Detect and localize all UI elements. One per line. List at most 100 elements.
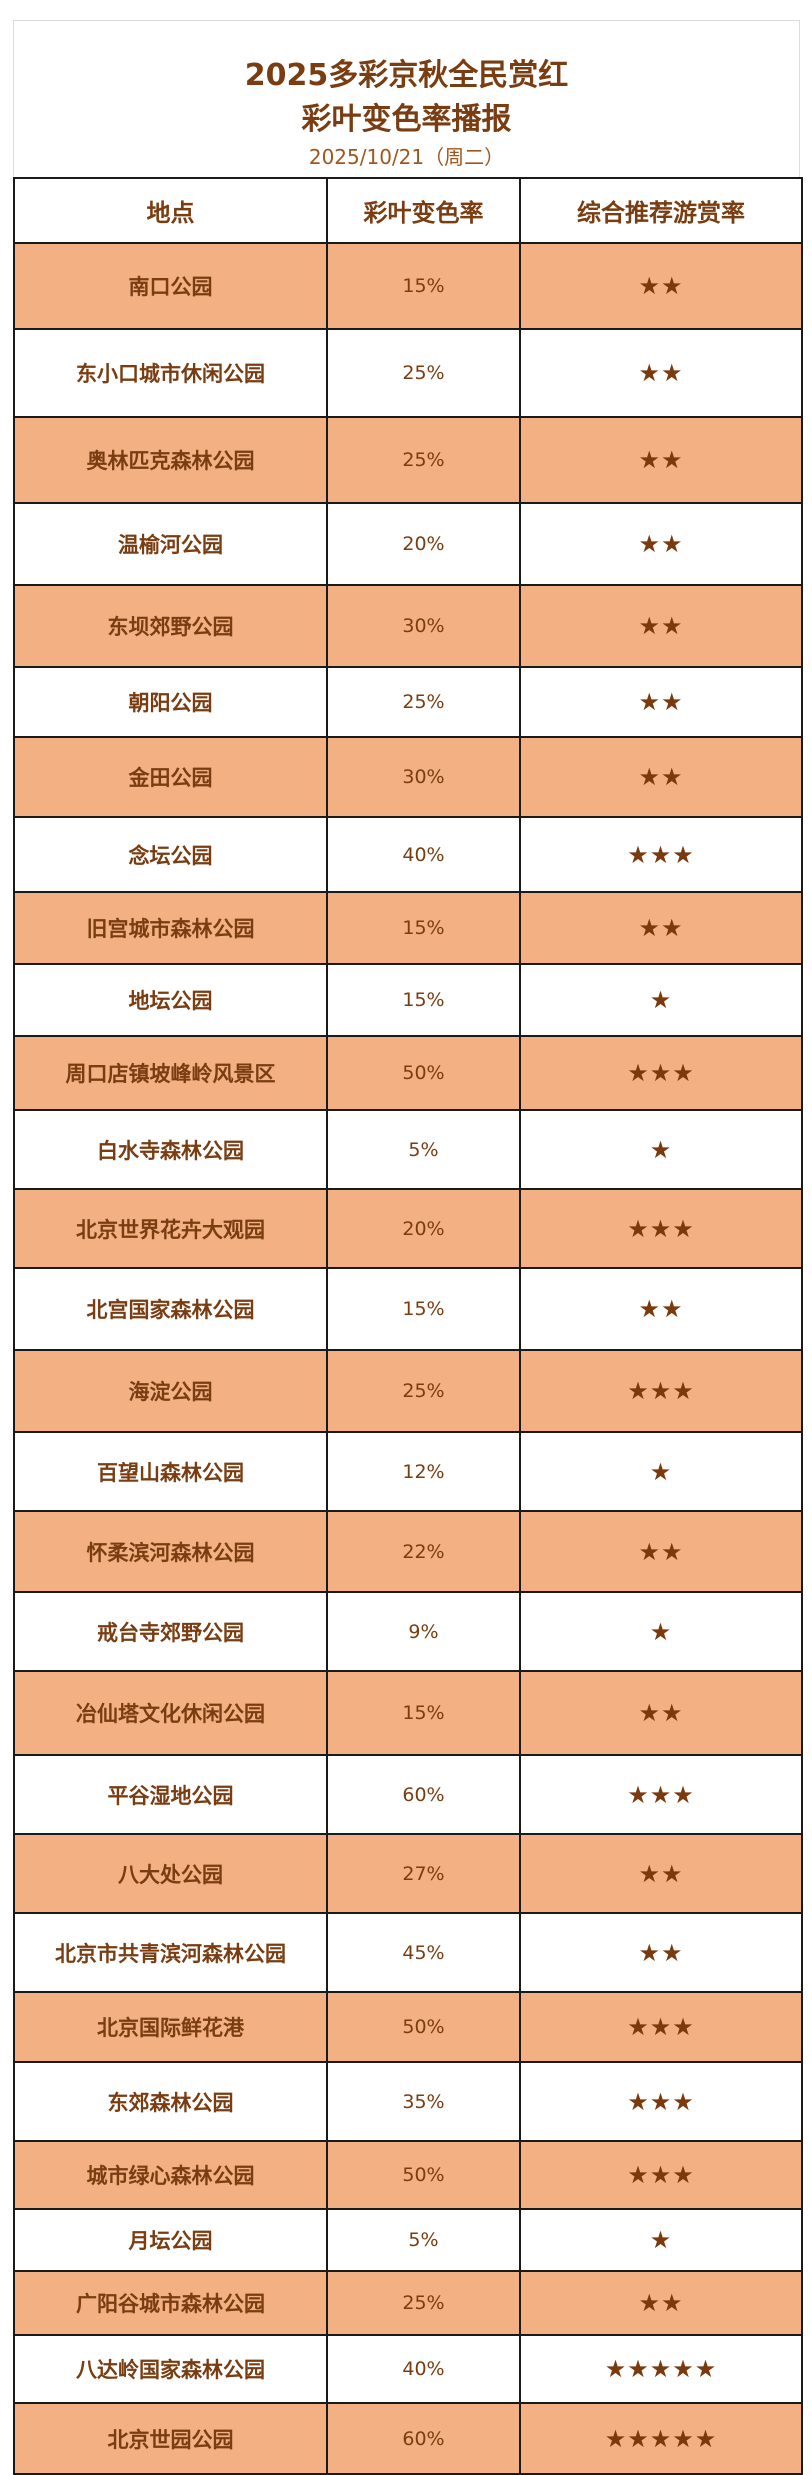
place-cell: 东坝郊野公园 [13,584,328,668]
rate-cell: 12% [326,1431,521,1512]
stars-cell: ★★★ [519,1349,803,1433]
place-cell: 八达岭国家森林公园 [13,2334,328,2404]
table-row: 平谷湿地公园 60% ★★★ [13,1754,803,1835]
stars-cell: ★ [519,963,803,1037]
stars-cell: ★ [519,1431,803,1512]
stars-cell: ★★ [519,242,803,330]
stars-cell: ★★ [519,891,803,965]
foliage-table: 地点 彩叶变色率 综合推荐游赏率 南口公园 15% ★★ 东小口城市休闲公园 25% ★★… [13,177,803,2475]
rate-cell: 30% [326,736,521,818]
place-cell: 念坛公园 [13,816,328,893]
place-cell: 白水寺森林公园 [13,1109,328,1190]
place-cell: 周口店镇坡峰岭风景区 [13,1035,328,1111]
table-row: 旧宫城市森林公园 15% ★★ [13,891,803,965]
place-cell: 南口公园 [13,242,328,330]
table-row: 金田公园 30% ★★ [13,736,803,818]
table-row: 八大处公园 27% ★★ [13,1833,803,1914]
stars-cell: ★★ [519,666,803,738]
table-row: 戒台寺郊野公园 9% ★ [13,1591,803,1672]
rate-cell: 25% [326,1349,521,1433]
place-cell: 北宫国家森林公园 [13,1267,328,1351]
place-cell: 北京国际鲜花港 [13,1991,328,2063]
stars-cell: ★★ [519,736,803,818]
rate-cell: 9% [326,1591,521,1672]
stars-cell: ★★ [519,502,803,586]
table-row: 广阳谷城市森林公园 25% ★★ [13,2270,803,2336]
rate-cell: 25% [326,416,521,504]
rate-cell: 25% [326,2270,521,2336]
table-row: 白水寺森林公园 5% ★ [13,1109,803,1190]
title-box: 2025多彩京秋全民赏红 彩叶变色率播报 2025/10/21（周二） [13,20,800,177]
table-row: 东坝郊野公园 30% ★★ [13,584,803,668]
stars-cell: ★★ [519,584,803,668]
rate-cell: 30% [326,584,521,668]
place-cell: 朝阳公园 [13,666,328,738]
rate-cell: 15% [326,963,521,1037]
stars-cell: ★★ [519,328,803,418]
place-cell: 怀柔滨河森林公园 [13,1510,328,1593]
place-cell: 广阳谷城市森林公园 [13,2270,328,2336]
table-row: 城市绿心森林公园 50% ★★★ [13,2140,803,2210]
place-cell: 东郊森林公园 [13,2061,328,2142]
rate-cell: 5% [326,2208,521,2272]
stars-cell: ★★★ [519,816,803,893]
rate-cell: 60% [326,2402,521,2475]
table-row: 北京世界花卉大观园 20% ★★★ [13,1188,803,1269]
rate-cell: 40% [326,2334,521,2404]
stars-cell: ★★★★★ [519,2402,803,2475]
rate-cell: 25% [326,666,521,738]
rate-cell: 50% [326,1035,521,1111]
table-row: 东小口城市休闲公园 25% ★★ [13,328,803,418]
table-row: 北京国际鲜花港 50% ★★★ [13,1991,803,2063]
place-cell: 百望山森林公园 [13,1431,328,1512]
place-cell: 北京市共青滨河森林公园 [13,1912,328,1993]
table-row: 怀柔滨河森林公园 22% ★★ [13,1510,803,1593]
table-row: 温榆河公园 20% ★★ [13,502,803,586]
place-cell: 北京世园公园 [13,2402,328,2475]
place-cell: 北京世界花卉大观园 [13,1188,328,1269]
table-row: 南口公园 15% ★★ [13,242,803,330]
place-cell: 地坛公园 [13,963,328,1037]
rate-cell: 25% [326,328,521,418]
place-cell: 东小口城市休闲公园 [13,328,328,418]
place-cell: 奥林匹克森林公园 [13,416,328,504]
table-row: 北宫国家森林公园 15% ★★ [13,1267,803,1351]
place-cell: 旧宫城市森林公园 [13,891,328,965]
stars-cell: ★★ [519,1912,803,1993]
stars-cell: ★★ [519,416,803,504]
stars-cell: ★★ [519,1670,803,1756]
table-row: 北京世园公园 60% ★★★★★ [13,2402,803,2475]
place-cell: 平谷湿地公园 [13,1754,328,1835]
rate-cell: 50% [326,1991,521,2063]
table-row: 周口店镇坡峰岭风景区 50% ★★★ [13,1035,803,1111]
page-subtitle: 彩叶变色率播报 [301,102,512,137]
stars-cell: ★★★ [519,2061,803,2142]
column-header-recommendation: 综合推荐游赏率 [519,177,803,244]
stars-cell: ★★★ [519,1188,803,1269]
place-cell: 温榆河公园 [13,502,328,586]
stars-cell: ★★ [519,2270,803,2336]
table-header-row: 地点 彩叶变色率 综合推荐游赏率 [13,177,803,244]
stars-cell: ★ [519,1591,803,1672]
rate-cell: 20% [326,502,521,586]
table-row: 念坛公园 40% ★★★ [13,816,803,893]
stars-cell: ★★ [519,1510,803,1593]
report-date: 2025/10/21（周二） [308,145,505,169]
place-cell: 八大处公园 [13,1833,328,1914]
table-row: 奥林匹克森林公园 25% ★★ [13,416,803,504]
rate-cell: 20% [326,1188,521,1269]
place-cell: 城市绿心森林公园 [13,2140,328,2210]
rate-cell: 15% [326,891,521,965]
table-row: 朝阳公园 25% ★★ [13,666,803,738]
rate-cell: 5% [326,1109,521,1190]
rate-cell: 15% [326,1267,521,1351]
stars-cell: ★★★ [519,1035,803,1111]
stars-cell: ★★ [519,1833,803,1914]
column-header-place: 地点 [13,177,328,244]
table-row: 地坛公园 15% ★ [13,963,803,1037]
place-cell: 海淀公园 [13,1349,328,1433]
table-row: 月坛公园 5% ★ [13,2208,803,2272]
stars-cell: ★ [519,1109,803,1190]
page-title: 2025多彩京秋全民赏红 [244,58,569,93]
stars-cell: ★★★★★ [519,2334,803,2404]
